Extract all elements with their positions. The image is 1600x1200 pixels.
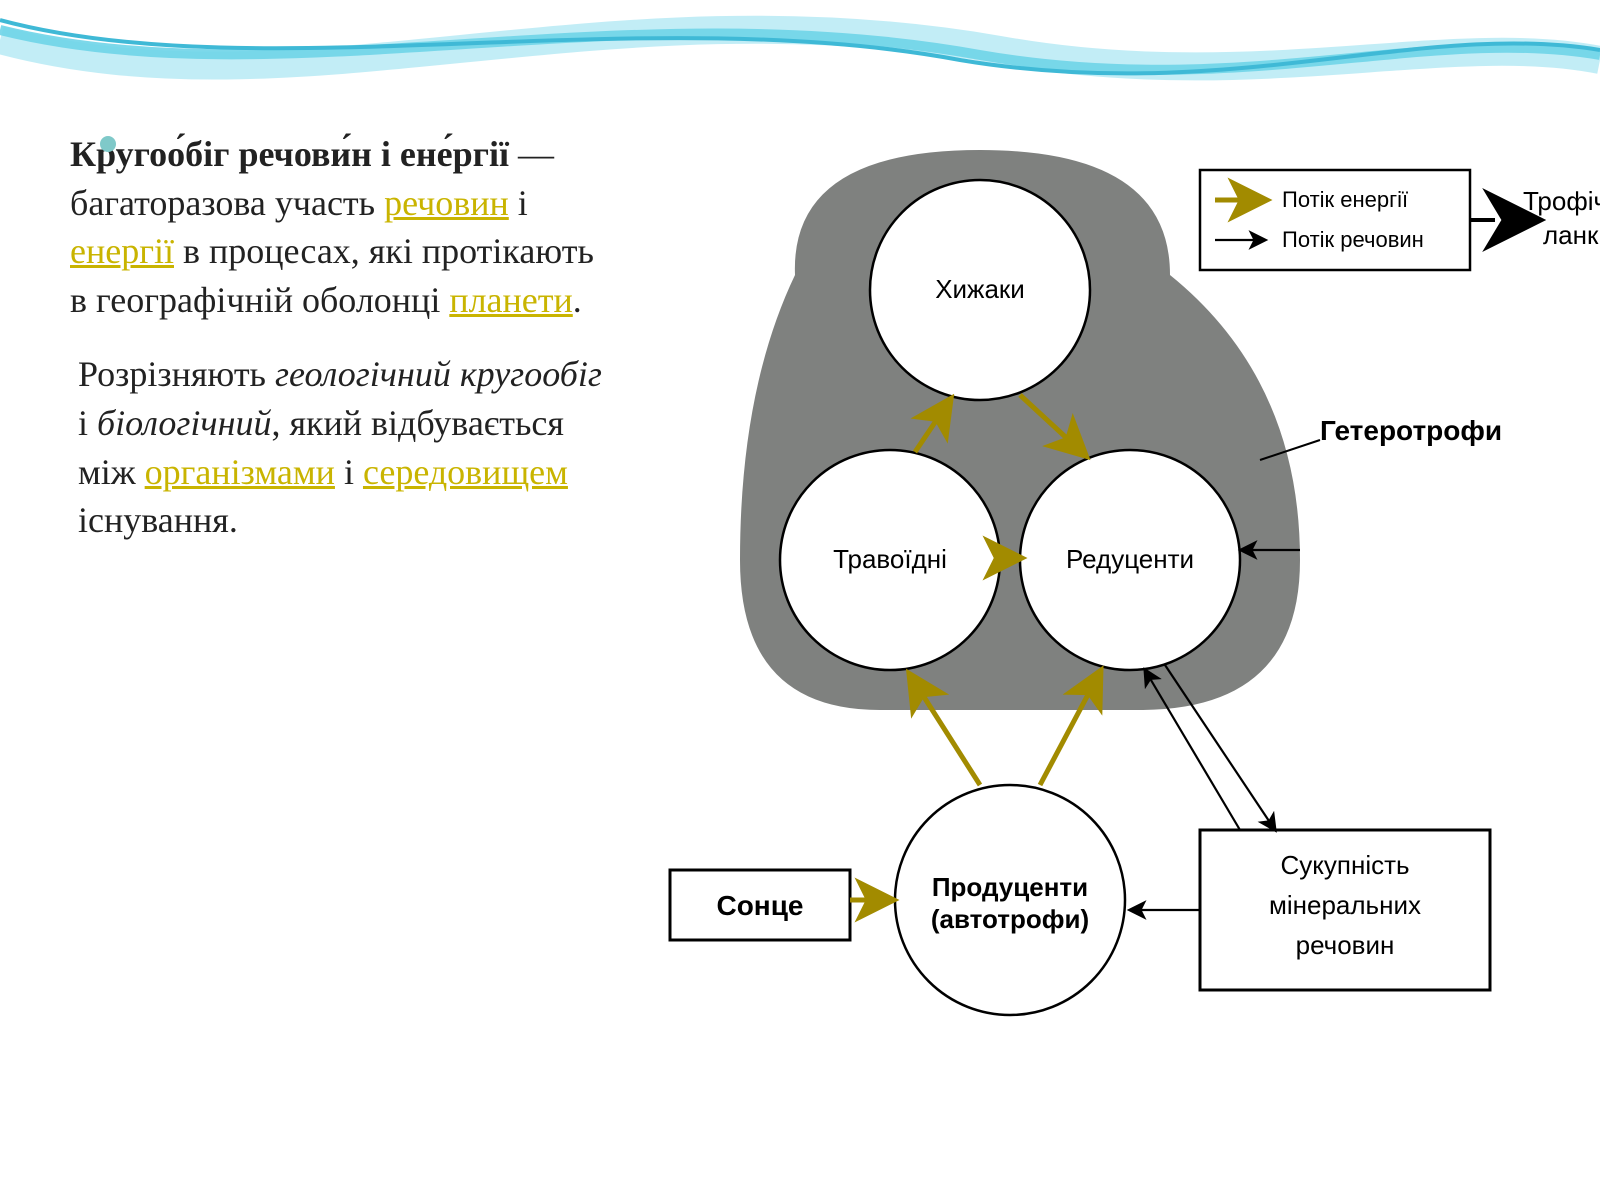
seg1: багаторазова участь	[70, 183, 384, 223]
link-substances[interactable]: речовин	[384, 183, 509, 223]
svg-text:Трофічна: Трофічна	[1523, 186, 1600, 216]
text-column: Кругоо́біг речови́н і ене́ргії — багатор…	[0, 130, 640, 1190]
p2b: геологічний кругообіг	[275, 354, 602, 394]
term-bold: Кругоо́біг речови́н і ене́ргії	[70, 134, 509, 174]
link-energy[interactable]: енергії	[70, 231, 174, 271]
dash: —	[509, 134, 554, 174]
svg-text:речовин: речовин	[1296, 930, 1395, 960]
slide-content: Кругоо́біг речови́н і ене́ргії — багатор…	[0, 130, 1600, 1190]
bullet-icon	[100, 136, 116, 152]
p2a: Розрізняють	[78, 354, 275, 394]
link-organisms[interactable]: організмами	[145, 452, 335, 492]
svg-text:Потік енергії: Потік енергії	[1282, 187, 1408, 212]
seg4: .	[573, 280, 582, 320]
svg-text:Потік речовин: Потік речовин	[1282, 227, 1424, 252]
p2f: і	[335, 452, 363, 492]
p2g: існування.	[78, 500, 238, 540]
svg-text:Травоїдні: Травоїдні	[833, 544, 947, 574]
p2c: і	[78, 403, 97, 443]
seg2: і	[509, 183, 528, 223]
top-wave-decor	[0, 0, 1600, 140]
svg-text:Сонце: Сонце	[716, 890, 803, 921]
svg-text:ланка: ланка	[1543, 220, 1600, 250]
svg-text:Редуценти: Редуценти	[1066, 544, 1194, 574]
svg-text:(автотрофи): (автотрофи)	[931, 904, 1089, 934]
svg-text:Хижаки: Хижаки	[935, 274, 1025, 304]
svg-text:Сукупність: Сукупність	[1280, 850, 1409, 880]
paragraph-2: Розрізняють геологічний кругообіг і біол…	[70, 350, 610, 544]
p2d: біологічний	[97, 403, 271, 443]
trophic-diagram: Гетеротрофи Хижаки Травоїдні Редуценти Проду…	[640, 130, 1600, 1190]
link-planet[interactable]: планети	[449, 280, 572, 320]
link-environment[interactable]: середовищем	[363, 452, 568, 492]
paragraph-1: Кругоо́біг речови́н і ене́ргії — багатор…	[70, 130, 610, 324]
svg-text:мінеральних: мінеральних	[1269, 890, 1421, 920]
svg-text:Гетеротрофи: Гетеротрофи	[1320, 415, 1502, 446]
svg-text:Продуценти: Продуценти	[932, 872, 1088, 902]
